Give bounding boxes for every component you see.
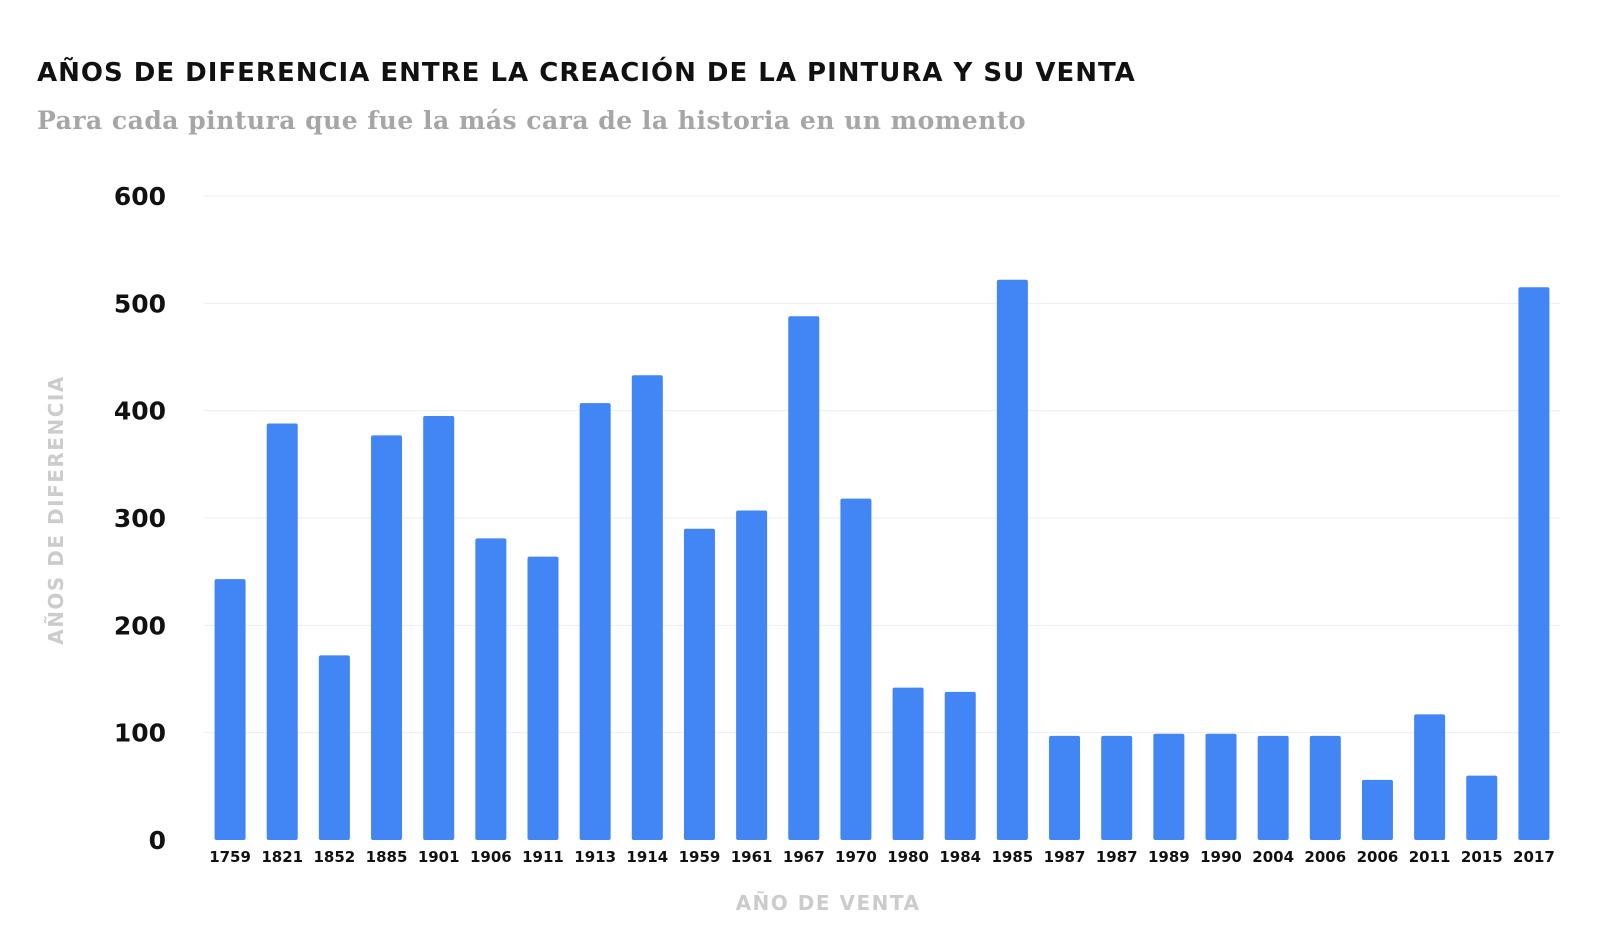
x-tick-label: 1980 xyxy=(887,848,929,866)
x-tick-label: 1987 xyxy=(1044,848,1086,866)
bar xyxy=(579,403,611,840)
bar xyxy=(1049,735,1081,840)
x-tick-label: 1911 xyxy=(522,848,564,866)
y-tick-label: 300 xyxy=(114,504,166,533)
bar xyxy=(1309,735,1341,840)
x-tick-label: 1989 xyxy=(1148,848,1190,866)
x-axis-ticks: 1759 1821 1852 1885 1901 1906 1911 1913 1914 1959… xyxy=(209,848,1555,866)
bar xyxy=(788,316,820,840)
x-tick-label: 1821 xyxy=(261,848,303,866)
y-tick-label: 600 xyxy=(114,182,166,211)
x-tick-label: 1906 xyxy=(470,848,512,866)
bar xyxy=(1153,733,1185,840)
x-tick-label: 2017 xyxy=(1513,848,1555,866)
bar xyxy=(840,498,872,840)
x-tick-label: 1990 xyxy=(1200,848,1242,866)
x-tick-label: 1901 xyxy=(418,848,460,866)
x-tick-label: 1959 xyxy=(679,848,721,866)
bar xyxy=(318,655,350,840)
x-tick-label: 1967 xyxy=(783,848,825,866)
x-axis-title: AÑO DE VENTA xyxy=(736,891,921,915)
x-tick-label: 1885 xyxy=(366,848,408,866)
bar xyxy=(1518,287,1550,840)
bar xyxy=(1466,775,1498,840)
bar xyxy=(892,687,924,840)
y-tick-label: 200 xyxy=(114,611,166,640)
x-tick-label: 1970 xyxy=(835,848,877,866)
bar xyxy=(996,279,1028,841)
bar xyxy=(1257,735,1289,840)
x-tick-label: 1961 xyxy=(731,848,773,866)
bar xyxy=(371,435,403,840)
bar xyxy=(944,691,976,840)
chart-subtitle: Para cada pintura que fue la más cara de… xyxy=(37,106,1027,135)
bar xyxy=(423,416,455,840)
y-axis-title: AÑOS DE DIFERENCIA xyxy=(44,375,68,645)
x-tick-label: 2015 xyxy=(1461,848,1503,866)
bar xyxy=(1101,735,1133,840)
bar xyxy=(475,538,507,840)
x-tick-label: 2004 xyxy=(1252,848,1294,866)
chart-title: AÑOS DE DIFERENCIA ENTRE LA CREACIÓN DE … xyxy=(37,58,1136,88)
x-tick-label: 1759 xyxy=(209,848,251,866)
x-tick-label: 1914 xyxy=(626,848,668,866)
y-tick-label: 400 xyxy=(114,397,166,426)
x-tick-label: 1985 xyxy=(992,848,1034,866)
bar xyxy=(1205,733,1237,840)
bar xyxy=(631,375,663,840)
bar xyxy=(1361,779,1393,840)
bar xyxy=(683,528,715,840)
x-tick-label: 1852 xyxy=(314,848,356,866)
x-tick-label: 2006 xyxy=(1357,848,1399,866)
y-axis-ticks: 0 100 200 300 400 500 600 xyxy=(114,182,166,855)
x-tick-label: 1987 xyxy=(1096,848,1138,866)
bar xyxy=(736,510,768,840)
x-tick-label: 2011 xyxy=(1409,848,1451,866)
x-tick-label: 1913 xyxy=(574,848,616,866)
bar xyxy=(527,556,559,840)
bars xyxy=(214,279,1550,841)
x-tick-label: 1984 xyxy=(939,848,981,866)
bar xyxy=(266,423,298,840)
x-tick-label: 2006 xyxy=(1304,848,1346,866)
y-tick-label: 100 xyxy=(114,719,166,748)
y-tick-label: 500 xyxy=(114,289,166,318)
gridlines xyxy=(204,195,1560,734)
bar xyxy=(1414,714,1446,840)
y-tick-label: 0 xyxy=(149,826,166,855)
bar xyxy=(214,579,246,840)
